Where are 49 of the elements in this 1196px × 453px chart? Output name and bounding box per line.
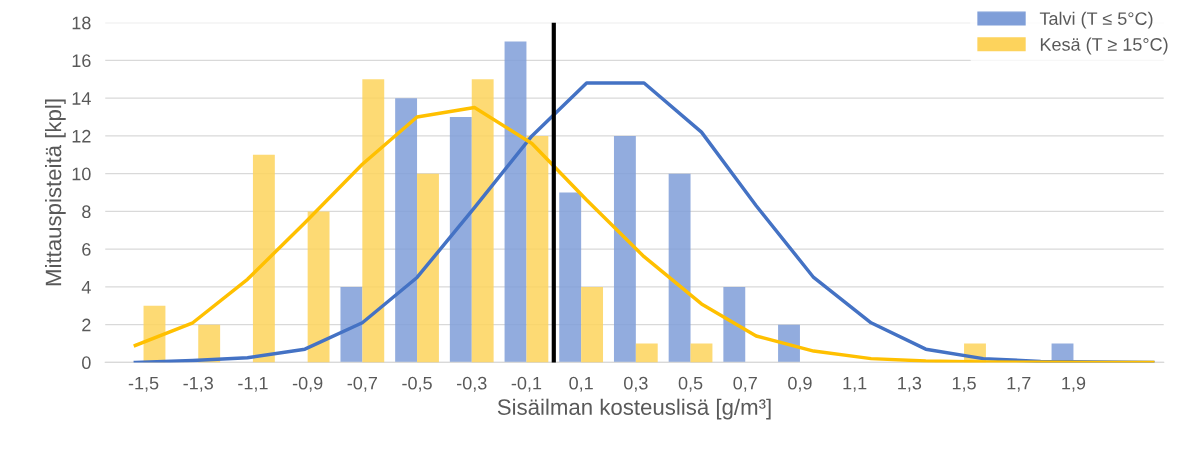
bar [559, 192, 582, 363]
x-tick-label: 0,5 [678, 376, 703, 392]
bar [526, 135, 549, 363]
x-tick-label: -0,9 [292, 376, 323, 392]
x-tick-label: 1,3 [898, 376, 922, 392]
x-tick-label: -1,5 [128, 376, 159, 392]
x-tick-label: -0,1 [511, 376, 542, 392]
x-tick-label: -0,7 [347, 376, 377, 392]
bar [417, 173, 439, 363]
x-tick-label: -0,3 [456, 376, 487, 392]
bar [668, 173, 691, 363]
x-tick-label: -0,5 [402, 376, 432, 392]
y-tick-label: 10 [72, 167, 91, 181]
y-tick-label: 12 [72, 129, 91, 143]
x-tick-label: -1,1 [238, 376, 268, 392]
legend-label: Kesä (T ≥ 15°C) [1040, 37, 1168, 55]
bar [307, 211, 330, 363]
x-tick-label: 1,7 [1007, 376, 1031, 392]
bar [362, 79, 385, 363]
bar [581, 286, 604, 363]
bar [635, 343, 658, 363]
y-tick-label: 8 [82, 205, 91, 219]
bar [395, 98, 418, 363]
x-tick-label: 0,7 [733, 376, 757, 392]
bar [690, 343, 713, 363]
y-tick-label: 14 [72, 92, 91, 105]
x-tick-label: 1,1 [843, 376, 867, 392]
x-tick-label: 1,9 [1062, 376, 1086, 392]
x-tick-label: 0,3 [624, 376, 648, 392]
x-tick-label: 0,1 [569, 376, 593, 392]
y-tick-label: 2 [82, 318, 91, 332]
y-tick-label: 16 [72, 54, 91, 68]
bar [471, 79, 494, 363]
y-tick-label: 4 [81, 281, 91, 294]
y-axis-title: Mittauspisteitä [kpl] [45, 99, 66, 286]
bar [340, 286, 363, 363]
bar [252, 154, 275, 363]
x-axis-title: Sisäilman kosteuslisä [g/m³] [497, 398, 771, 420]
bar [723, 286, 746, 363]
x-tick-label: -1,3 [183, 376, 213, 392]
bar [613, 135, 636, 363]
bar [504, 41, 527, 363]
y-tick-label: 18 [72, 16, 91, 30]
y-tick-label: 0 [82, 356, 91, 370]
x-tick-label: 1,5 [952, 376, 976, 392]
y-tick-label: 6 [82, 243, 91, 256]
legend-label: Talvi (T ≤ 5°C) [1039, 11, 1153, 29]
x-tick-label: 0,9 [788, 376, 812, 392]
bar [449, 117, 472, 363]
